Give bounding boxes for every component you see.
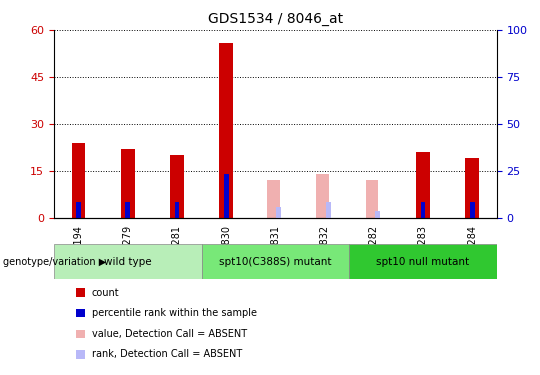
Text: spt10(C388S) mutant: spt10(C388S) mutant: [219, 256, 332, 267]
Text: rank, Detection Call = ABSENT: rank, Detection Call = ABSENT: [92, 350, 242, 359]
Bar: [465, 158, 479, 218]
Bar: [72, 142, 85, 218]
Bar: [170, 155, 184, 218]
Text: genotype/variation ▶: genotype/variation ▶: [3, 256, 106, 267]
Bar: [201, 244, 349, 279]
Bar: [76, 202, 81, 217]
Text: spt10 null mutant: spt10 null mutant: [376, 256, 470, 267]
Text: percentile rank within the sample: percentile rank within the sample: [92, 308, 257, 318]
Bar: [326, 202, 330, 217]
Bar: [470, 202, 475, 217]
Bar: [349, 244, 497, 279]
Bar: [316, 174, 329, 217]
Bar: [125, 202, 130, 217]
Bar: [267, 180, 280, 218]
Bar: [421, 202, 426, 217]
Bar: [366, 180, 378, 218]
Bar: [224, 174, 228, 217]
Title: GDS1534 / 8046_at: GDS1534 / 8046_at: [208, 12, 343, 26]
Bar: [276, 207, 281, 218]
Bar: [174, 202, 179, 217]
Bar: [121, 149, 134, 217]
Bar: [54, 244, 201, 279]
Bar: [416, 152, 430, 217]
Bar: [375, 211, 380, 217]
Text: count: count: [92, 288, 119, 297]
Text: wild type: wild type: [104, 256, 152, 267]
Bar: [219, 42, 233, 218]
Text: value, Detection Call = ABSENT: value, Detection Call = ABSENT: [92, 329, 247, 339]
